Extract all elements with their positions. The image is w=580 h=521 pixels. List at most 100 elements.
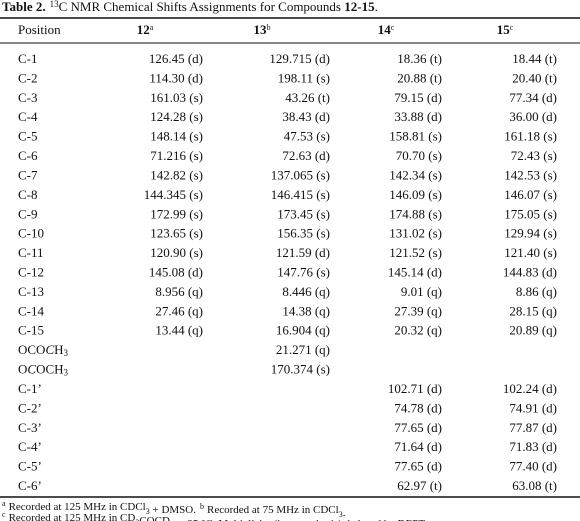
chemical-shift: 146.415 (s) [271,187,330,202]
chemical-shift: 33.88 (d) [394,109,442,124]
chemical-shift: 72.43 (s) [511,148,557,163]
title-isotope: 13 [50,0,60,9]
chemical-shift: 74.91 (d) [509,400,557,415]
chemical-shift: 38.43 (d) [282,109,330,124]
header-note: b [267,23,271,32]
chemical-shift: 43.26 (t) [285,90,330,105]
column-header: 15c [497,22,514,37]
chemical-shift: 62.97 (t) [397,478,442,493]
chemical-shift: 20.89 (q) [509,323,557,338]
compound-number: 13 [254,22,268,37]
chemical-shift: 13.44 (q) [155,323,203,338]
chemical-shift: 102.24 (d) [503,381,557,396]
position-label: C-12 [18,264,44,279]
chemical-shift: 20.40 (t) [512,70,557,85]
chemical-shift: 121.40 (s) [504,245,557,260]
chemical-shift: 20.88 (t) [397,70,442,85]
chemical-shift: 198.11 (s) [278,70,330,85]
position-label: C-1’ [18,381,42,396]
footnote-subscript: 3 [146,507,150,516]
chemical-shift: 77.87 (d) [509,420,557,435]
position-label: C-6 [18,148,38,163]
chemical-shift: 36.00 (d) [509,109,557,124]
chemical-shift: 175.05 (s) [504,206,557,221]
chemical-shift: 144.83 (d) [503,264,557,279]
position-label: C-2 [18,70,38,85]
header-note: a [150,23,154,32]
chemical-shift: 174.88 (s) [389,206,442,221]
chemical-shift: 28.15 (q) [509,303,557,318]
compound-number: 15 [497,22,511,37]
chemical-shift: 146.09 (s) [389,187,442,202]
column-header: 12a [137,22,154,37]
title-text: C NMR Chemical Shifts Assignments for Co… [59,0,345,14]
column-header: Position [18,22,61,37]
footnote-text: Recorded at 125 MHz in CD [9,512,136,521]
chemical-shift: 129.715 (d) [269,51,330,66]
title-label: Table 2. [2,0,46,14]
chemical-shift: 123.65 (s) [150,226,203,241]
footnote-text: at 25 °C. Multiplicity (in parenthesis) … [174,518,427,521]
chemical-shift: 148.14 (s) [150,129,203,144]
footnote-text: COCD [139,515,170,521]
chemical-shift: 144.345 (s) [144,187,203,202]
chemical-shift: 71.216 (s) [150,148,203,163]
position-label: C-4’ [18,439,42,454]
position-label: C-3 [18,90,38,105]
position-label: C-8 [18,187,38,202]
chemical-shift: 72.63 (d) [282,148,330,163]
chemical-shift: 70.70 (s) [396,148,442,163]
footnote-text: Recorded at 125 MHz in CDCl [9,501,146,513]
chemical-shift: 137.065 (s) [271,167,330,182]
chemical-shift: 156.35 (s) [277,226,330,241]
position-part: OCO [18,342,45,357]
footnote-text: + DMSO. [150,504,196,516]
chemical-shift: 145.14 (d) [388,264,442,279]
chemical-shift: 8.446 (q) [282,284,330,299]
chemical-shift: 173.45 (s) [277,206,330,221]
compound-number: 14 [378,22,392,37]
footnote-text: Recorded at 75 MHz in CDCl [207,504,339,516]
footnote-mark: a [2,499,6,508]
chemical-shift: 121.52 (s) [389,245,442,260]
footnote-mark: c [2,510,6,519]
chemical-shift: 121.59 (d) [276,245,330,260]
chemical-shift: 120.90 (s) [150,245,203,260]
position-label: C-1 [18,51,38,66]
column-header: 13b [254,22,271,37]
position-part: C [27,362,36,377]
chemical-shift: 161.03 (s) [150,90,203,105]
chemical-shift: 145.08 (d) [149,264,203,279]
position-label: OCOCH3 [18,342,69,358]
chemical-shift: 9.01 (q) [401,284,442,299]
chemical-shift: 172.99 (s) [150,206,203,221]
chemical-shift: 8.86 (q) [516,284,557,299]
chemical-shift: 158.81 (s) [389,129,442,144]
position-label: C-6’ [18,478,42,493]
chemical-shift: 14.38 (q) [282,303,330,318]
position-label: C-9 [18,206,38,221]
position-label: C-15 [18,323,44,338]
chemical-shift: 142.82 (s) [150,167,203,182]
chemical-shift: 47.53 (s) [284,129,330,144]
title-end: . [375,0,378,14]
compound-number: 12 [137,22,150,37]
column-header: 14c [378,22,395,37]
chemical-shift: 131.02 (s) [389,226,442,241]
position-label: C-5’ [18,459,42,474]
footnote: a Recorded at 125 MHz in CDCl3 + DMSO. b Re… [2,499,346,519]
footnote-subscript: 3 [339,510,343,519]
position-part: O [18,362,27,377]
position-label: C-4 [18,109,38,124]
footnote-subscript: 3 [135,518,139,521]
chemical-shift: 161.18 (s) [504,129,557,144]
chemical-shift: 77.34 (d) [509,90,557,105]
position-label: C-10 [18,226,44,241]
chemical-shift: 71.83 (d) [509,439,557,454]
position-part: C [45,342,54,357]
position-part: 3 [64,368,69,378]
position-part: 3 [64,348,69,358]
chemical-shift: 142.53 (s) [504,167,557,182]
chemical-shift: 114.30 (d) [149,70,203,85]
chemical-shift: 18.36 (t) [397,51,442,66]
